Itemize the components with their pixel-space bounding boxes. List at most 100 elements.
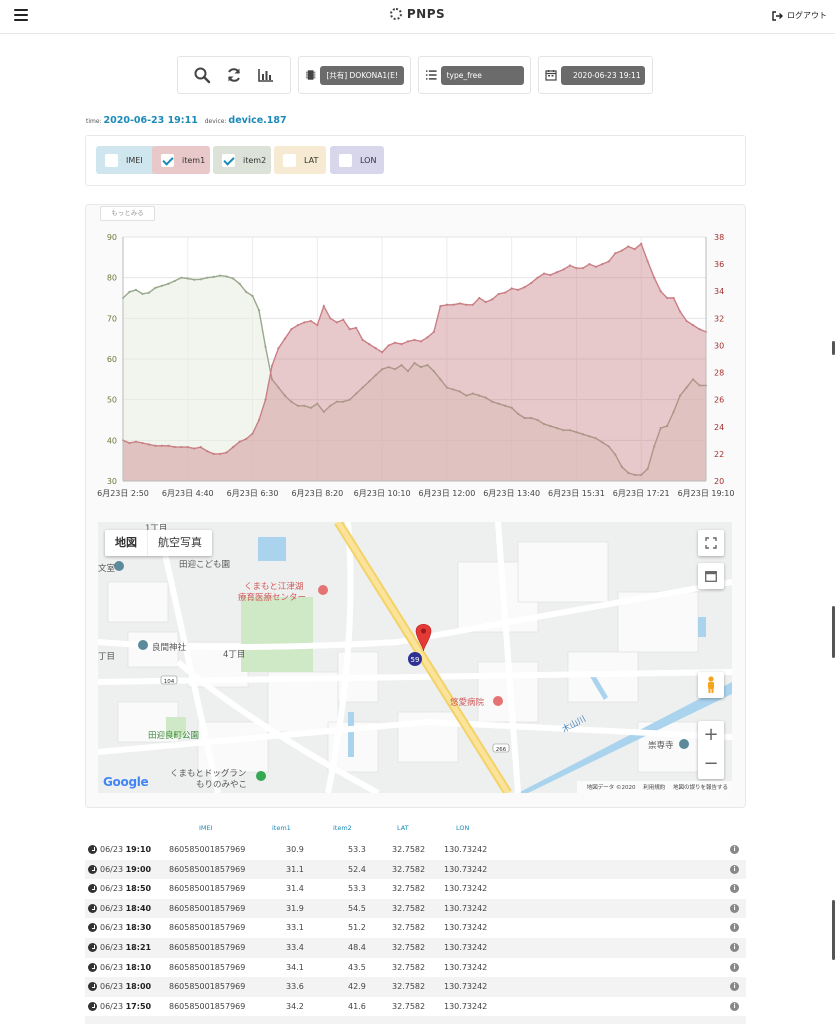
item2-point (270, 378, 274, 381)
item1-point (627, 245, 630, 248)
item2-point (588, 435, 591, 438)
logout-button[interactable]: ログアウト (772, 10, 827, 21)
item1-point (672, 296, 675, 300)
column-header-imei[interactable]: IMEI (199, 824, 213, 832)
map-type-map-button[interactable]: 地図 (105, 530, 148, 556)
info-icon[interactable]: i (730, 1001, 739, 1011)
show-more-button[interactable]: もっとみる (100, 206, 155, 221)
item2-point (368, 380, 371, 383)
item2-point (426, 364, 429, 367)
y-right-tick-label: 24 (714, 423, 724, 432)
scroll-tab[interactable] (832, 341, 835, 355)
item2-point (536, 418, 539, 422)
info-icon[interactable]: i (730, 982, 739, 992)
item1-point (620, 249, 623, 252)
item1-point (355, 326, 358, 329)
row-time: 19:10 (125, 845, 152, 854)
terms-link[interactable]: 利用規約 (643, 785, 666, 791)
chip-icon (305, 70, 316, 80)
window-toggle-button[interactable] (698, 563, 724, 589)
street-view-button[interactable] (698, 672, 724, 698)
row-item2: 42.9 (348, 982, 366, 992)
item1-point (167, 444, 170, 447)
window-icon (705, 570, 717, 582)
info-icon[interactable]: i (730, 903, 739, 913)
refresh-icon[interactable] (225, 66, 243, 84)
search-icon[interactable] (193, 66, 211, 84)
info-icon[interactable]: i (730, 845, 739, 854)
item1-point (251, 432, 254, 435)
x-tick-label: 6月23日 10:10 (354, 489, 411, 498)
map-type-control: 地図 航空写真 (105, 530, 212, 556)
column-header-lat[interactable]: LAT (397, 824, 409, 832)
toggle-lon[interactable]: LON (330, 146, 384, 174)
location-marker[interactable]: 59 (408, 623, 432, 666)
item2-point (458, 390, 461, 393)
item2-point (419, 366, 423, 369)
table-row: 06/23 18:21 860585001857969 33.4 48.4 32.758… (85, 938, 746, 958)
report-error-link[interactable]: 地図の誤りを報告する (672, 785, 728, 791)
row-item1: 30.9 (286, 845, 304, 854)
item2-point (290, 400, 293, 403)
info-icon[interactable]: i (730, 864, 739, 874)
item2-point (355, 392, 358, 395)
zoom-control: + − (698, 721, 724, 779)
row-lon: 130.73242 (444, 962, 488, 972)
row-item1: 31.4 (286, 884, 304, 894)
row-imei: 860585001857969 (169, 943, 246, 952)
toggle-label: LON (360, 155, 377, 165)
toggle-lat[interactable]: LAT (274, 146, 326, 174)
toggle-imei[interactable]: IMEI (96, 146, 157, 174)
row-date: 06/23 (100, 1001, 124, 1011)
zoom-in-button[interactable]: + (703, 724, 719, 745)
map-view[interactable]: 59 104 266 田迎こども園 くまもと江津湖 療育医療センター 良間神社 … (98, 522, 732, 793)
column-header-item1[interactable]: item1 (272, 824, 291, 832)
type-select[interactable]: type_free (418, 56, 531, 94)
row-time: 18:30 (125, 923, 152, 933)
x-tick-label: 6月23日 13:40 (483, 489, 540, 498)
row-item2: 48.4 (348, 943, 366, 952)
row-lat: 32.7582 (392, 943, 426, 952)
checkbox[interactable] (222, 153, 235, 167)
row-datetime: 06/23 18:21 (100, 943, 151, 952)
map-data-credit: 地図データ ©2020 (586, 785, 636, 791)
scroll-tab[interactable] (832, 606, 835, 658)
y-right-tick-label: 34 (714, 287, 724, 296)
checkbox[interactable] (283, 153, 296, 167)
item1-point (270, 364, 274, 367)
item2-point (167, 282, 170, 285)
date-select[interactable]: 2020-06-23 19:11 (538, 56, 653, 94)
item1-point (484, 300, 487, 304)
column-header-lon[interactable]: LON (456, 824, 470, 832)
info-icon[interactable]: i (730, 884, 739, 894)
y-right-tick-label: 22 (714, 450, 724, 459)
fullscreen-button[interactable] (698, 530, 724, 556)
menu-icon[interactable] (14, 9, 28, 21)
device-select[interactable]: [共有] DOKONA1(E! (298, 56, 411, 94)
toggle-item1[interactable]: item1 (152, 146, 210, 174)
item2-point (348, 398, 351, 401)
y-left-tick-label: 50 (107, 396, 117, 405)
zoom-out-button[interactable]: − (703, 753, 719, 774)
item2-point (659, 427, 662, 430)
y-left-tick-label: 80 (107, 274, 117, 283)
item1-point (678, 310, 682, 313)
info-icon[interactable]: i (730, 962, 739, 972)
item1-point (368, 342, 371, 346)
map-type-satellite-button[interactable]: 航空写真 (158, 536, 202, 549)
info-icon[interactable]: i (730, 943, 739, 952)
checkbox[interactable] (339, 153, 352, 167)
checkbox[interactable] (105, 153, 118, 167)
item2-point (180, 276, 183, 279)
row-date: 06/23 (100, 884, 124, 894)
checkbox[interactable] (161, 153, 174, 167)
item1-point (212, 452, 215, 455)
scroll-tab[interactable] (832, 900, 835, 960)
item2-point (160, 284, 163, 287)
column-header-item2[interactable]: item2 (333, 824, 352, 832)
item1-point (232, 446, 235, 449)
google-logo-text: Google (103, 775, 149, 789)
info-icon[interactable]: i (730, 923, 739, 933)
toggle-item2[interactable]: item2 (213, 146, 271, 174)
bar-chart-icon[interactable] (257, 66, 275, 84)
